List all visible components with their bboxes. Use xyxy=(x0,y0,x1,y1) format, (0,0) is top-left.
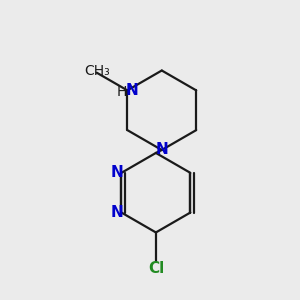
Text: H: H xyxy=(116,85,127,99)
Text: N: N xyxy=(125,83,138,98)
Text: Cl: Cl xyxy=(148,261,164,276)
Text: N: N xyxy=(111,205,123,220)
Text: N: N xyxy=(155,142,168,158)
Text: N: N xyxy=(111,165,123,180)
Text: CH₃: CH₃ xyxy=(84,64,110,78)
